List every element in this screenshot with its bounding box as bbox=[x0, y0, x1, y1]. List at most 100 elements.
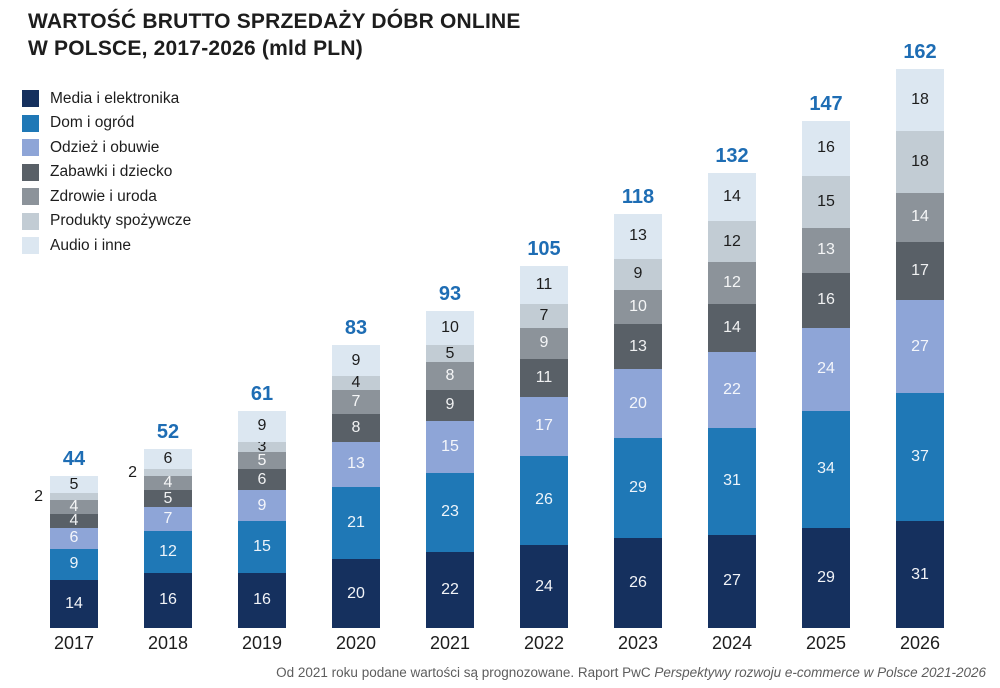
segment-value-label: 22 bbox=[441, 581, 459, 599]
segment-value-label: 9 bbox=[69, 555, 79, 573]
segment-value-label: 5 bbox=[257, 451, 267, 469]
bar-segment: 12 bbox=[708, 220, 756, 263]
bar-segment: 5 bbox=[50, 476, 98, 494]
bar-segment: 22 bbox=[708, 352, 756, 428]
segment-value-label: 17 bbox=[911, 261, 929, 279]
bar-total-label: 105 bbox=[527, 237, 561, 260]
bar-total-label: 52 bbox=[156, 420, 180, 443]
segment-value-label: 5 bbox=[163, 489, 173, 507]
segment-value-label: 12 bbox=[723, 274, 741, 292]
bar-segment: 7 bbox=[144, 507, 192, 532]
bar-segment: 13 bbox=[332, 441, 380, 487]
bar-segment: 31 bbox=[896, 521, 944, 628]
legend-label: Audio i inne bbox=[50, 236, 132, 254]
bar-segment: 11 bbox=[520, 358, 568, 397]
legend-label: Dom i ogród bbox=[50, 114, 135, 131]
segment-value-label: 7 bbox=[539, 306, 549, 324]
segment-value-label: 4 bbox=[69, 512, 79, 530]
bar-segment: 15 bbox=[802, 176, 850, 228]
bar-segment: 9 bbox=[426, 389, 474, 422]
bar-segment: 14 bbox=[896, 193, 944, 242]
legend-item-2: Dom i ogród bbox=[22, 114, 191, 132]
segment-value-label: 21 bbox=[347, 513, 365, 531]
bar-segment: 12 bbox=[144, 531, 192, 573]
bar-segment: 26 bbox=[614, 538, 662, 628]
segment-value-label: 27 bbox=[911, 337, 929, 355]
bar-segment: 26 bbox=[520, 455, 568, 546]
segment-value-label: 16 bbox=[253, 591, 271, 609]
segment-value-label: 9 bbox=[351, 351, 361, 369]
chart-title: WARTOŚĆ BRUTTO SPRZEDAŻY DÓBR ONLINE W P… bbox=[28, 8, 521, 62]
segment-value-label: 31 bbox=[723, 472, 741, 490]
bar-segment: 11 bbox=[520, 265, 568, 304]
bar-segment: 10 bbox=[614, 289, 662, 325]
segment-value-label: 15 bbox=[441, 437, 459, 455]
bar-segment: 5 bbox=[426, 345, 474, 363]
legend-item-1: Media i elektronika bbox=[22, 90, 191, 107]
legend-item-6: Produkty spożywcze bbox=[22, 212, 191, 230]
segment-value-label: 26 bbox=[535, 491, 553, 509]
legend-swatch bbox=[22, 212, 39, 230]
legend-item-3: Odzież i obuwie bbox=[22, 139, 191, 156]
segment-value-label: 14 bbox=[65, 594, 83, 612]
bar-segment: 16 bbox=[144, 572, 192, 628]
bar-segment: 3 bbox=[238, 438, 286, 454]
bar-segment: 16 bbox=[238, 572, 286, 628]
bar-segment: 13 bbox=[802, 227, 850, 273]
bar-segment: 7 bbox=[520, 303, 568, 328]
segment-value-label: 24 bbox=[817, 360, 835, 378]
bar-segment: 9 bbox=[238, 490, 286, 522]
bar-total-label: 162 bbox=[903, 41, 937, 64]
legend-swatch bbox=[22, 139, 39, 156]
segment-value-label: 4 bbox=[163, 474, 173, 492]
legend-swatch bbox=[22, 114, 39, 132]
bar-segment: 22 bbox=[426, 552, 474, 628]
bar-segment: 4 bbox=[50, 499, 98, 515]
bar-segment: 9 bbox=[238, 410, 286, 442]
bar-total-label: 83 bbox=[344, 317, 368, 340]
year-label: 2024 bbox=[711, 633, 753, 653]
segment-value-label: 9 bbox=[539, 334, 549, 352]
segment-value-label: 16 bbox=[159, 591, 177, 609]
segment-value-label: 14 bbox=[911, 208, 929, 226]
bar-segment: 4 bbox=[332, 374, 380, 392]
segment-value-label: 20 bbox=[347, 584, 365, 602]
segment-value-label: 31 bbox=[911, 565, 929, 583]
bar-2018: 16 12 7 5 4 2 6 52 bbox=[128, 421, 192, 628]
source-note-report-title: Perspektywy rozwoju e-commerce w Polsce … bbox=[654, 665, 986, 680]
bar-total-label: 118 bbox=[621, 186, 655, 209]
bar-segment: 8 bbox=[332, 414, 380, 442]
legend-swatch bbox=[22, 237, 39, 254]
bar-segment: 18 bbox=[896, 69, 944, 132]
legend-label: Zdrowie i uroda bbox=[50, 187, 157, 205]
bar-segment: 14 bbox=[50, 579, 98, 628]
bar-total-label: 147 bbox=[809, 92, 843, 115]
legend-item-5: Zdrowie i uroda bbox=[22, 188, 191, 205]
segment-value-label: 13 bbox=[817, 241, 835, 259]
bar-total-label: 61 bbox=[250, 382, 274, 405]
segment-value-label: 11 bbox=[535, 368, 553, 386]
bar-segment: 34 bbox=[802, 410, 850, 528]
bar-segment: 9 bbox=[520, 327, 568, 359]
bar-segment: 5 bbox=[144, 489, 192, 508]
year-label: 2026 bbox=[899, 633, 941, 653]
bar-segment: 15 bbox=[238, 521, 286, 573]
bar-segment: 21 bbox=[332, 486, 380, 559]
bar-segment: 37 bbox=[896, 393, 944, 522]
bar-segment: 7 bbox=[332, 389, 380, 415]
segment-value-label: 13 bbox=[629, 337, 647, 355]
bar-segment: 29 bbox=[802, 527, 850, 628]
year-label: 2025 bbox=[805, 633, 847, 653]
segment-value-label: 20 bbox=[629, 394, 647, 412]
segment-value-label: 18 bbox=[911, 153, 929, 171]
legend-item-4: Zabawki i dziecko bbox=[22, 163, 191, 181]
chart-title-line1: WARTOŚĆ BRUTTO SPRZEDAŻY DÓBR ONLINE bbox=[28, 10, 521, 33]
segment-value-label: 11 bbox=[535, 275, 553, 293]
bar-segment: 10 bbox=[426, 310, 474, 346]
chart-title-line2: W POLSCE, 2017-2026 (mld PLN) bbox=[28, 37, 363, 60]
bar-2019: 16 15 9 6 5 3 9 61 bbox=[238, 383, 286, 628]
bar-total-label: 44 bbox=[62, 448, 86, 471]
segment-value-label: 9 bbox=[445, 396, 455, 414]
segment-value-label: 22 bbox=[723, 380, 741, 398]
segment-value-label: 4 bbox=[351, 374, 361, 392]
